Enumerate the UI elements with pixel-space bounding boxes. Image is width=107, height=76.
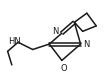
Text: O: O [60,64,67,73]
Text: N: N [83,40,89,49]
Text: HN: HN [8,37,21,46]
Text: N: N [52,27,58,36]
